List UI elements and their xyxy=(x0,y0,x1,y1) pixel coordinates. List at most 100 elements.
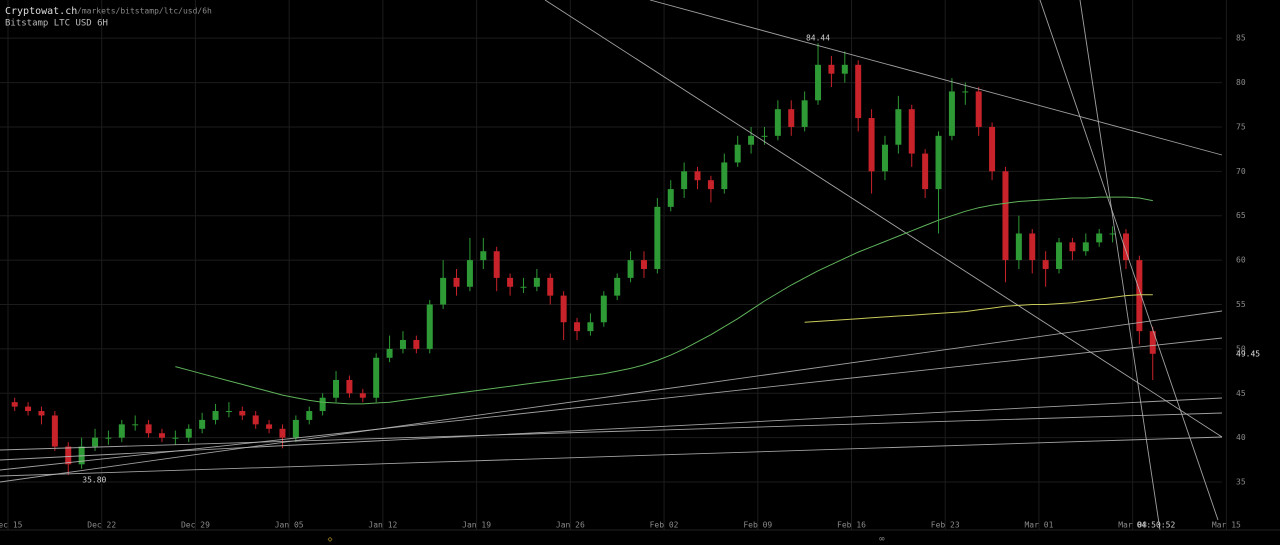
trend-line xyxy=(0,310,1223,483)
candle-body xyxy=(65,446,72,465)
candle-body xyxy=(440,277,447,305)
candle-body xyxy=(1042,260,1049,269)
candle-body xyxy=(761,135,768,137)
candle-body xyxy=(1136,260,1143,332)
trend-line xyxy=(0,337,1223,471)
candle-body xyxy=(1149,331,1156,354)
candle-body xyxy=(640,260,647,269)
candle-body xyxy=(11,402,18,407)
candle-body xyxy=(185,428,192,438)
candle-body xyxy=(25,406,32,412)
candle-body xyxy=(359,393,366,398)
candle-body xyxy=(935,135,942,190)
x-tick-label: Mar 15 xyxy=(1212,521,1241,530)
candle-body xyxy=(828,64,835,74)
trend-line xyxy=(649,0,1223,156)
candle-body xyxy=(922,153,929,190)
url-path: /markets/bitstamp/ltc/usd/6h xyxy=(77,7,212,16)
candle-body xyxy=(560,295,567,323)
candle-body xyxy=(801,100,808,127)
candle-body xyxy=(707,180,714,190)
y-tick-label: 55 xyxy=(1236,300,1246,309)
candle-body xyxy=(1056,242,1063,269)
candle-body xyxy=(373,357,380,398)
candle-body xyxy=(279,428,286,438)
candle-body xyxy=(172,437,179,439)
candle-body xyxy=(841,64,848,74)
marker-icon: ∞ xyxy=(879,535,885,545)
x-tick-label: Feb 23 xyxy=(931,521,960,530)
x-tick-label: Jan 12 xyxy=(368,521,397,530)
y-tick-label: 35 xyxy=(1236,478,1246,487)
candle-body xyxy=(1029,233,1036,261)
candle-body xyxy=(614,277,621,296)
candle-body xyxy=(480,251,487,261)
candle-body xyxy=(627,260,634,278)
candle-body xyxy=(520,286,527,288)
y-tick-label: 70 xyxy=(1236,167,1246,176)
candle-body xyxy=(292,419,299,438)
trend-line xyxy=(0,412,1223,451)
grid xyxy=(0,0,1227,530)
y-tick-label: 85 xyxy=(1236,34,1246,43)
candle-body xyxy=(600,295,607,323)
trend-line xyxy=(1039,0,1219,521)
candle-body xyxy=(466,260,473,287)
x-tick-label: Dec 22 xyxy=(87,521,116,530)
x-tick-label: Jan 19 xyxy=(462,521,491,530)
x-tick-label: Mar 01 xyxy=(1024,521,1053,530)
candle-body xyxy=(694,171,701,181)
x-tick-label: Dec 29 xyxy=(181,521,210,530)
trend-line xyxy=(0,397,1223,461)
high-label: 84.44 xyxy=(806,34,830,43)
candle-body xyxy=(547,277,554,296)
candle-body xyxy=(252,415,259,425)
candle-body xyxy=(734,144,741,163)
y-tick-label: 60 xyxy=(1236,256,1246,265)
candle-body xyxy=(118,424,125,438)
x-tick-label: Feb 09 xyxy=(743,521,772,530)
candle-body xyxy=(333,379,340,398)
y-tick-label: 40 xyxy=(1236,433,1246,442)
candle-body xyxy=(413,340,420,349)
candle-body xyxy=(158,433,165,438)
last-price-label: 49.45 xyxy=(1236,349,1260,358)
candle-body xyxy=(212,411,219,420)
x-tick-label: Dec 15 xyxy=(0,521,23,530)
candle-body xyxy=(533,277,540,287)
candle-body xyxy=(225,411,232,413)
candle-body xyxy=(38,411,45,416)
candle-body xyxy=(681,171,688,190)
brand: Cryptowat.ch xyxy=(5,6,77,17)
candle-body xyxy=(855,64,862,119)
moving-average xyxy=(804,294,1153,323)
candle-body xyxy=(574,322,581,332)
candle-body xyxy=(306,411,313,420)
candle-body xyxy=(199,419,206,429)
candle-body xyxy=(1096,233,1103,243)
candle-body xyxy=(748,135,755,145)
candle-body xyxy=(587,322,594,332)
labels: 35 40 45 50 55 60 65 70 75 80 85 Dec 15 Dec 22 Dec 29… xyxy=(0,34,1260,530)
x-tick-label: Feb 16 xyxy=(837,521,866,530)
candle-body xyxy=(266,424,273,429)
overlays xyxy=(175,196,1153,405)
x-tick-label: Mar 08 xyxy=(1118,521,1147,530)
moving-average xyxy=(175,196,1153,405)
candle-body xyxy=(774,109,781,136)
candle-body xyxy=(788,109,795,127)
candle-body xyxy=(948,91,955,136)
candle-body xyxy=(989,126,996,172)
candle-body xyxy=(1015,233,1022,261)
trend-line xyxy=(544,0,1223,438)
candle-body xyxy=(1122,233,1129,261)
x-tick-label: Jan 05 xyxy=(275,521,304,530)
candle-body xyxy=(132,424,139,426)
trend-lines xyxy=(0,0,1223,531)
candle-body xyxy=(868,118,875,172)
y-tick-label: 45 xyxy=(1236,389,1246,398)
candle-body xyxy=(1002,171,1009,261)
